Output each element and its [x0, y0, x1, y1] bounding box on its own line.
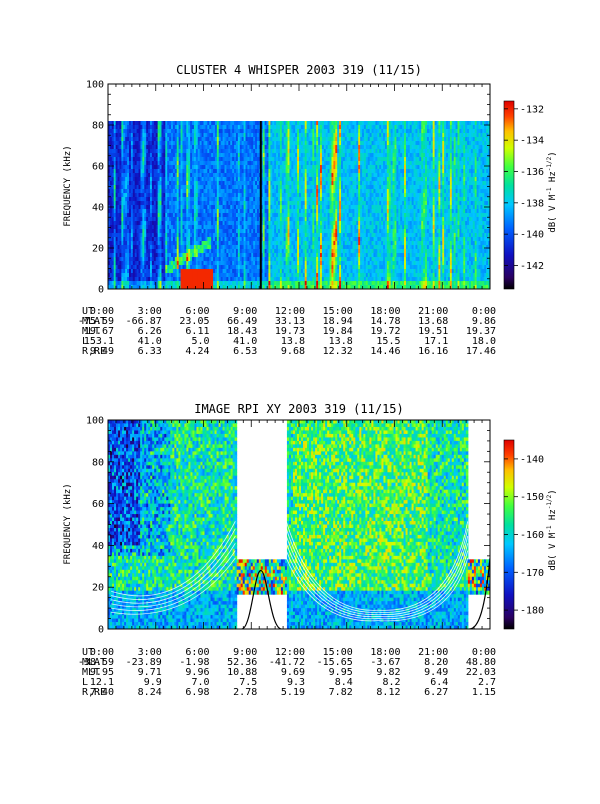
ephemeris-value: 6.53 [233, 346, 257, 357]
y-tick-label: 100 [86, 80, 104, 91]
panel-cluster: CLUSTER 4 WHISPER 2003 319 (11/15) 0 20 40… [63, 63, 558, 357]
y-tick-label: 0 [98, 625, 104, 636]
colorbar-tick-label: -160 [520, 530, 544, 541]
colorbar-label: dB( V M-1 Hz-1/2) [546, 489, 558, 570]
colorbar-label-part: Hz [548, 171, 558, 187]
ephemeris-value: 1.15 [472, 687, 496, 698]
y-tick-label: 80 [92, 121, 104, 132]
colorbar-label-part: dB( V M [548, 532, 558, 571]
y-tick-label: 100 [86, 416, 104, 427]
colorbar-tick-label: -140 [520, 454, 544, 465]
ephemeris-value: 6.33 [138, 346, 162, 357]
ephemeris-value: 4.24 [185, 346, 209, 357]
y-tick-label: 20 [92, 244, 104, 255]
ephemeris-value: 16.16 [418, 346, 448, 357]
colorbar-label-sup: -1/2 [546, 494, 553, 509]
colorbar-tick-label: -136 [520, 167, 544, 178]
spectrogram [108, 121, 491, 290]
y-tick-label: 20 [92, 583, 104, 594]
colorbar-tick-label: -138 [520, 198, 544, 209]
ephemeris-value: 7.40 [90, 687, 114, 698]
ephemeris-value: 6.27 [424, 687, 448, 698]
colorbar-tick-label: -170 [520, 568, 544, 579]
colorbar-tick-label: -180 [520, 606, 544, 617]
ephemeris-value: 6.98 [185, 687, 209, 698]
colorbar [504, 101, 514, 289]
y-tick-label: 0 [98, 285, 104, 296]
colorbar-label-part: ) [548, 489, 558, 494]
y-tick-label: 40 [92, 541, 104, 552]
y-tick-label: 60 [92, 499, 104, 510]
y-tick-label: 80 [92, 457, 104, 468]
y-tick-label: 60 [92, 162, 104, 173]
ephemeris-value: 7.82 [329, 687, 353, 698]
ephemeris-value: 14.46 [370, 346, 400, 357]
y-axis-label: FREQUENCY (kHz) [63, 145, 73, 226]
colorbar-tick-label: -150 [520, 492, 544, 503]
colorbar-tick-label: -134 [520, 136, 544, 147]
ephemeris-value: 5.19 [281, 687, 305, 698]
colorbar-tick-label: -132 [520, 104, 544, 115]
spectrogram [108, 420, 491, 630]
ephemeris-value: 9.49 [90, 346, 114, 357]
colorbar-label-sup: -1/2 [546, 156, 553, 171]
y-tick-label: 40 [92, 203, 104, 214]
ephemeris-value: 8.24 [138, 687, 162, 698]
ephemeris-value: 8.12 [376, 687, 400, 698]
colorbar-label-part: Hz [548, 509, 558, 525]
colorbar-tick-label: -142 [520, 261, 544, 272]
ephemeris-value: 9.68 [281, 346, 305, 357]
colorbar-label-part: dB( V M [548, 194, 558, 233]
colorbar-label-part: ) [548, 151, 558, 156]
panel-image: IMAGE RPI XY 2003 319 (11/15) 0 20 40 60 80 1… [63, 402, 558, 698]
chart-title: CLUSTER 4 WHISPER 2003 319 (11/15) [176, 63, 422, 77]
ephemeris-value: 17.46 [466, 346, 496, 357]
ephemeris-value: 12.32 [323, 346, 353, 357]
chart-title: IMAGE RPI XY 2003 319 (11/15) [194, 402, 404, 416]
colorbar-tick-label: -140 [520, 230, 544, 241]
colorbar-label: dB( V M-1 Hz-1/2) [546, 151, 558, 232]
ephemeris-value: 2.78 [233, 687, 257, 698]
y-axis-label: FREQUENCY (kHz) [63, 483, 73, 564]
